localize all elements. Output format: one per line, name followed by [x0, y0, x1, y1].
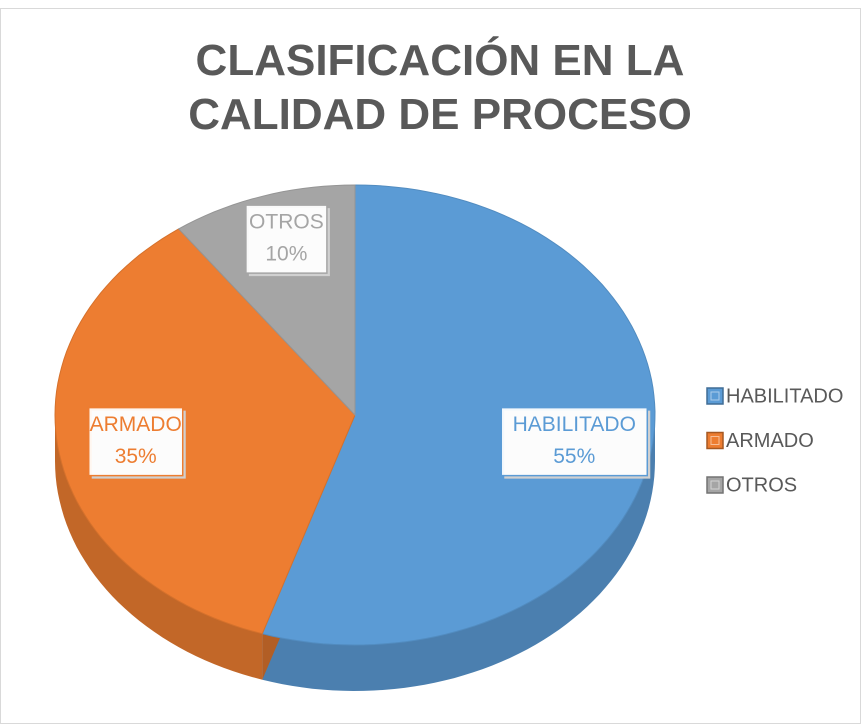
data-label-box: [87, 406, 184, 477]
data-label: OTROS 10%: [245, 204, 330, 277]
legend-swatch-inner: [710, 391, 720, 401]
legend-label: OTROS: [726, 474, 797, 496]
slice: [54, 228, 356, 635]
data-label-name: ARMADO: [90, 413, 182, 436]
data-label-box: [245, 204, 328, 274]
data-label-name: OTROS: [249, 211, 324, 234]
data-label: ARMADO 35%: [87, 406, 186, 479]
legend-swatch-inner: [710, 436, 720, 445]
data-label-box: [500, 406, 649, 477]
legend-label: HABILITADO: [726, 385, 843, 407]
legend-label: ARMADO: [726, 430, 814, 452]
data-label: HABILITADO 55%: [500, 406, 651, 479]
chart-title: CLASIFICACIÓN EN LA CALIDAD DE PROCESO: [188, 36, 692, 139]
data-label-name: HABILITADO: [513, 413, 636, 436]
slice-side: [262, 415, 655, 691]
data-label-value: 55%: [553, 445, 595, 468]
slice-side: [55, 415, 263, 680]
data-label-value: 35%: [115, 445, 157, 468]
data-label-value: 10%: [265, 243, 307, 266]
slice: [261, 184, 656, 646]
legend-swatch-inner: [710, 480, 720, 490]
